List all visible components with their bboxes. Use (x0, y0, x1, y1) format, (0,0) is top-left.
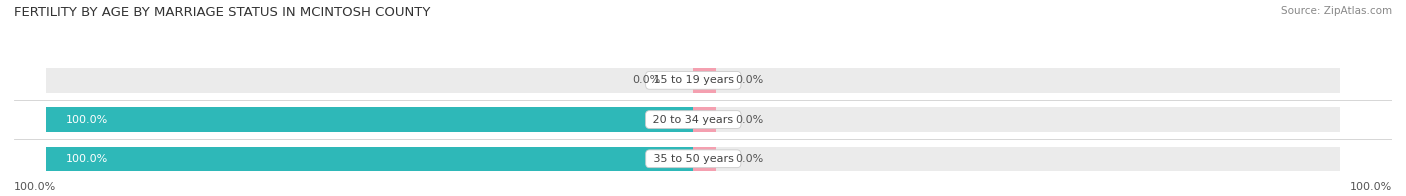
Bar (693, 147, 1340, 171)
Text: 15 to 19 years: 15 to 19 years (650, 75, 737, 85)
Bar (693, 68, 716, 93)
Bar (693, 147, 716, 171)
Bar (46, 147, 693, 171)
Bar (693, 107, 716, 132)
Text: 0.0%: 0.0% (735, 154, 763, 164)
Text: 35 to 50 years: 35 to 50 years (650, 154, 737, 164)
Text: Source: ZipAtlas.com: Source: ZipAtlas.com (1281, 6, 1392, 16)
Bar (46, 107, 693, 132)
Text: 100.0%: 100.0% (66, 114, 108, 125)
Bar (46, 147, 693, 171)
Text: 100.0%: 100.0% (1350, 182, 1392, 192)
Text: 0.0%: 0.0% (633, 75, 661, 85)
Text: 100.0%: 100.0% (14, 182, 56, 192)
Bar (693, 68, 1340, 93)
Text: 20 to 34 years: 20 to 34 years (650, 114, 737, 125)
Text: 100.0%: 100.0% (66, 154, 108, 164)
Bar (46, 68, 693, 93)
Bar (46, 107, 693, 132)
Text: FERTILITY BY AGE BY MARRIAGE STATUS IN MCINTOSH COUNTY: FERTILITY BY AGE BY MARRIAGE STATUS IN M… (14, 6, 430, 19)
Bar (693, 107, 1340, 132)
Text: 0.0%: 0.0% (735, 75, 763, 85)
Text: 0.0%: 0.0% (735, 114, 763, 125)
